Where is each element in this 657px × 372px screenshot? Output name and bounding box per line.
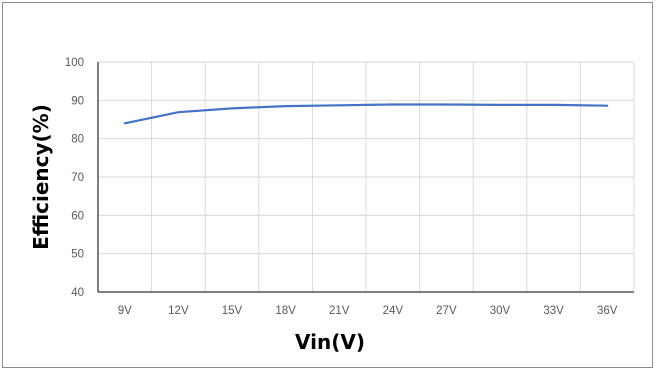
- x-tick-label: 33V: [543, 305, 564, 317]
- x-axis-title: Vin(V): [295, 330, 365, 354]
- y-tick-label: 90: [71, 95, 84, 107]
- y-tick-label: 80: [71, 134, 84, 146]
- x-tick-labels: 9V 12V 15V 18V 21V 24V 27V 30V 33V 36V: [118, 305, 618, 317]
- y-tick-label: 100: [65, 57, 84, 69]
- x-tick-label: 27V: [436, 305, 457, 317]
- x-tick-label: 18V: [275, 305, 296, 317]
- x-tick-label: 15V: [222, 305, 243, 317]
- series-group: [123, 103, 609, 125]
- y-axis-title: Efficiency(%): [29, 104, 53, 250]
- y-tick-labels: 40 50 60 70 80 90 100: [65, 57, 84, 299]
- x-tick-label: 30V: [490, 305, 511, 317]
- grid-lines: [98, 61, 634, 293]
- y-tick-label: 60: [71, 210, 84, 222]
- x-tick-label: 12V: [168, 305, 189, 317]
- efficiency-series-line: [123, 103, 609, 125]
- y-tick-label: 50: [71, 249, 84, 261]
- y-tick-label: 70: [71, 172, 84, 184]
- x-tick-label: 21V: [329, 305, 350, 317]
- chart-frame: [2, 2, 653, 368]
- plot-area: [97, 61, 635, 293]
- y-tick-label: 40: [71, 287, 84, 299]
- x-tick-label: 36V: [597, 305, 618, 317]
- x-tick-label: 24V: [383, 305, 404, 317]
- x-tick-label: 9V: [118, 305, 132, 317]
